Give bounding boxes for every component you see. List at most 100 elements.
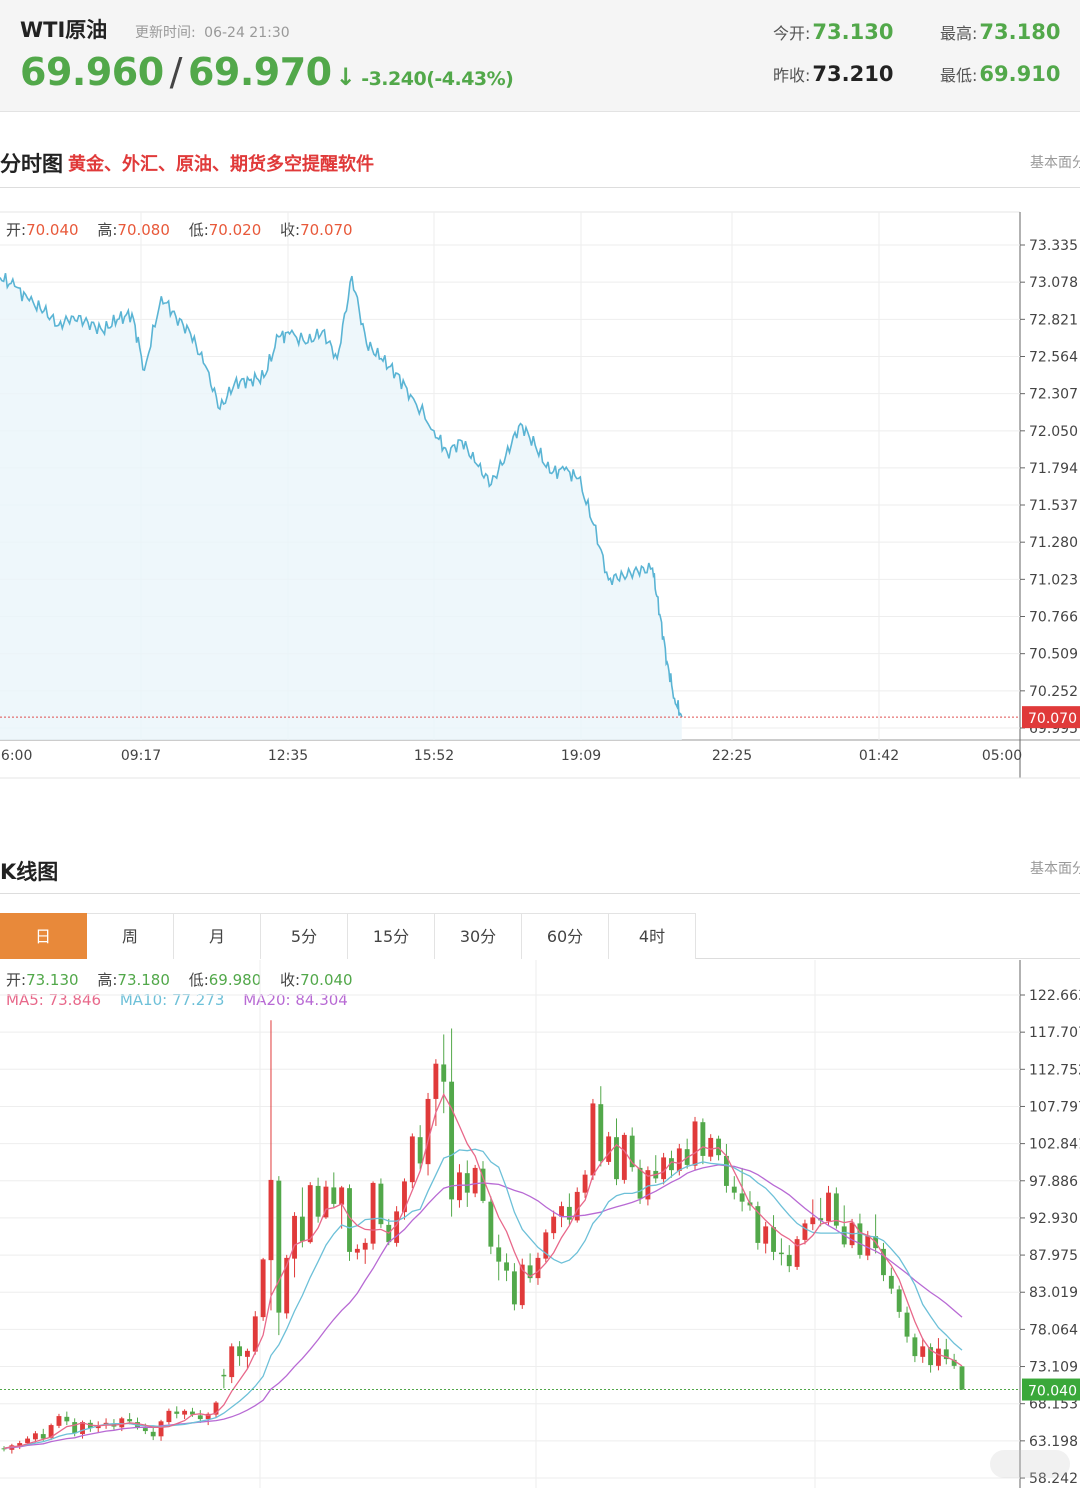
fundamental-analysis-link[interactable]: 基本面分析 [1030, 155, 1080, 171]
kline-candle-body [669, 1158, 674, 1171]
tab-week[interactable]: 周 [87, 913, 174, 959]
kline-candle-body [95, 1425, 101, 1429]
kline-candle-body [1, 1448, 7, 1450]
kline-candle-body [731, 1186, 737, 1193]
intraday-y-tick-label: 70.509 [1029, 647, 1078, 663]
kline-y-tick-label: 112.752 [1029, 1062, 1080, 1078]
kline-candle-body [72, 1422, 78, 1434]
kline-candle-body [496, 1247, 502, 1262]
kline-candle-body [802, 1223, 808, 1240]
tab-15min[interactable]: 15分 [348, 913, 435, 959]
bid-price: 69.960 [20, 50, 164, 94]
kline-candle-body [676, 1148, 682, 1171]
kline-candle-body [409, 1136, 415, 1183]
kline-last-price-badge [1022, 1378, 1080, 1401]
kline-candle-body [716, 1138, 722, 1156]
kline-candle-body [519, 1264, 525, 1306]
kline-candle-body [480, 1168, 486, 1201]
tab-5min[interactable]: 5分 [261, 913, 348, 959]
kline-candle-body [150, 1431, 156, 1437]
intraday-low-label: 低: [188, 221, 209, 239]
kline-candle-body [323, 1186, 329, 1218]
intraday-y-tick-label: 71.794 [1029, 461, 1078, 477]
kline-candle-body [621, 1134, 627, 1180]
kline-candle-body [488, 1201, 494, 1247]
kline-ma5-line [3, 1092, 963, 1449]
kline-candle-body [818, 1218, 824, 1221]
kline-candle-body [56, 1416, 62, 1426]
kline-candle-body [166, 1410, 172, 1423]
intraday-x-tick-label: 06:00 [0, 748, 32, 764]
tab-30min[interactable]: 30分 [435, 913, 522, 959]
ask-price: 69.970 [187, 50, 332, 94]
kline-close-value: 70.040 [300, 971, 353, 989]
tab-month[interactable]: 月 [174, 913, 261, 959]
intraday-y-tick-label: 71.537 [1029, 498, 1078, 514]
kline-candle-body [723, 1155, 729, 1186]
intraday-chart[interactable]: 73.335 73.078 72.821 72.564 72.307 72.050 71.7… [0, 0, 1080, 800]
stat-high-value: 73.180 [979, 20, 1061, 44]
kline-ma10-line [3, 1148, 963, 1449]
kline-candle-body [362, 1242, 368, 1250]
kline-candle-body [433, 1063, 439, 1099]
intraday-y-tick-label: 72.821 [1029, 312, 1078, 328]
intraday-last-price-label: 70.070 [1028, 711, 1077, 727]
intraday-open-label: 开: [6, 221, 27, 239]
intraday-y-tick-label: 71.280 [1029, 535, 1078, 551]
intraday-y-tick-label: 73.078 [1029, 275, 1078, 291]
intraday-close-value: 70.070 [300, 221, 353, 239]
kline-candle-body [904, 1312, 910, 1337]
kline-candle-body [629, 1135, 635, 1168]
kline-candle-body [527, 1265, 533, 1279]
tab-4hour[interactable]: 4时 [609, 913, 696, 959]
kline-candle-body [347, 1188, 352, 1252]
kline-fundamental-analysis-link[interactable]: 基本面分析 [1030, 861, 1080, 877]
intraday-y-tick-label: 72.307 [1029, 387, 1078, 403]
stat-low-label: 最低: [940, 66, 978, 85]
update-time-value: 06-24 21:30 [204, 25, 290, 41]
intraday-x-tick-label: 12:35 [268, 748, 308, 764]
kline-candle-body [237, 1346, 243, 1357]
kline-candle-body [535, 1257, 541, 1279]
kline-candle-body [64, 1416, 70, 1422]
kline-candle-body [425, 1098, 431, 1165]
kline-candle-body [25, 1438, 30, 1444]
kline-candle-body [417, 1137, 423, 1164]
tab-day[interactable]: 日 [0, 913, 87, 959]
kline-y-tick-label: 73.109 [1029, 1360, 1078, 1376]
kline-high-value: 73.180 [117, 971, 170, 989]
kline-candle-body [959, 1366, 965, 1390]
intraday-high-value: 70.080 [117, 221, 170, 239]
kline-low-value: 69.980 [208, 971, 262, 989]
quote-header: WTI原油 更新时间: 06-24 21:30 69.960/69.970 ↓ -3… [0, 0, 1080, 112]
kline-candle-body [205, 1413, 211, 1420]
kline-candle-body [606, 1136, 612, 1162]
kline-candle-body [48, 1425, 54, 1438]
intraday-y-tick-label: 72.564 [1029, 349, 1078, 365]
promo-link[interactable]: 黄金、外汇、原油、期货多空提醒软件 [68, 154, 374, 175]
kline-candle-body [943, 1349, 949, 1360]
stat-prev-close-value: 73.210 [812, 62, 894, 86]
period-tabs: 日 周 月 5分 15分 30分 60分 4时 [0, 913, 1080, 959]
kline-low-label: 低: [188, 971, 209, 989]
kline-candle-body [645, 1170, 651, 1200]
kline-candle-body [566, 1206, 572, 1220]
kline-candle-body [299, 1216, 305, 1242]
kline-candle-body [543, 1232, 549, 1259]
kline-title: K线图 [0, 860, 59, 884]
kline-candle-body [464, 1173, 470, 1193]
down-arrow-icon: ↓ [335, 63, 356, 91]
kline-open-label: 开: [6, 971, 27, 989]
kline-section-header: K线图 基本面分析 [0, 842, 1080, 894]
intraday-area [0, 273, 682, 740]
tab-60min[interactable]: 60分 [522, 913, 609, 959]
kline-y-tick-label: 117.707 [1029, 1025, 1080, 1041]
kline-candle-body [260, 1259, 266, 1318]
kline-candle-body [197, 1415, 203, 1420]
kline-candle-body [174, 1411, 180, 1414]
stat-prev-close: 昨收:73.210 [773, 62, 893, 86]
kline-y-tick-label: 78.064 [1029, 1322, 1078, 1338]
intraday-y-tick-label: 70.766 [1029, 610, 1078, 626]
kline-candle-body [40, 1434, 46, 1439]
